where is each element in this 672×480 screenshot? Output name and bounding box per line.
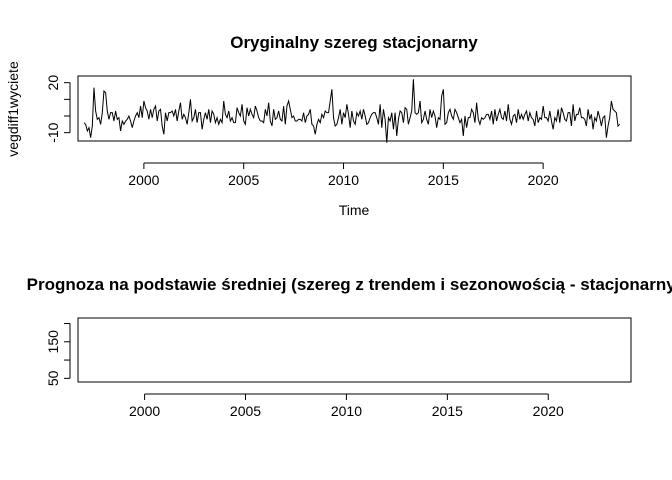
x-tick-label: 2010	[328, 172, 359, 188]
x-tick-label: 2005	[230, 403, 261, 419]
x-tick-label: 2000	[129, 403, 160, 419]
plot-2-title: Prognoza na podstawie średniej (szereg z…	[27, 275, 672, 294]
x-tick-label: 2020	[533, 403, 564, 419]
plot-1: Oryginalny szereg stacjonarny 2000 2005 20…	[5, 33, 632, 218]
y-tick-label: 20	[45, 75, 61, 91]
x-tick-label: 2015	[428, 172, 459, 188]
x-tick-label: 2010	[331, 403, 362, 419]
plot-1-ylabel: vegdiff1wyciete	[5, 61, 21, 157]
y-tick-label: -10	[45, 122, 61, 142]
x-tick-label: 2000	[128, 172, 159, 188]
x-tick-label: 2020	[528, 172, 559, 188]
x-tick-label: 2005	[228, 172, 259, 188]
plot-2-x-axis: 2000 2005 2010 2015 2020	[129, 393, 564, 419]
plot-1-y-axis: -10 20	[45, 75, 71, 143]
y-tick-label: 150	[45, 330, 61, 354]
plot-1-series-line	[83, 79, 621, 143]
y-tick-label: 50	[45, 370, 61, 386]
x-tick-label: 2015	[432, 403, 463, 419]
plot-1-frame	[77, 75, 632, 142]
plot-1-x-axis: 2000 2005 2010 2015 2020	[128, 162, 559, 188]
plot-2: Prognoza na podstawie średniej (szereg z…	[27, 275, 672, 419]
plot-2-frame	[77, 317, 632, 383]
plot-1-title: Oryginalny szereg stacjonarny	[230, 33, 478, 52]
plot-1-xlabel: Time	[339, 202, 370, 218]
plot-2-y-axis: 50 150	[45, 322, 71, 386]
